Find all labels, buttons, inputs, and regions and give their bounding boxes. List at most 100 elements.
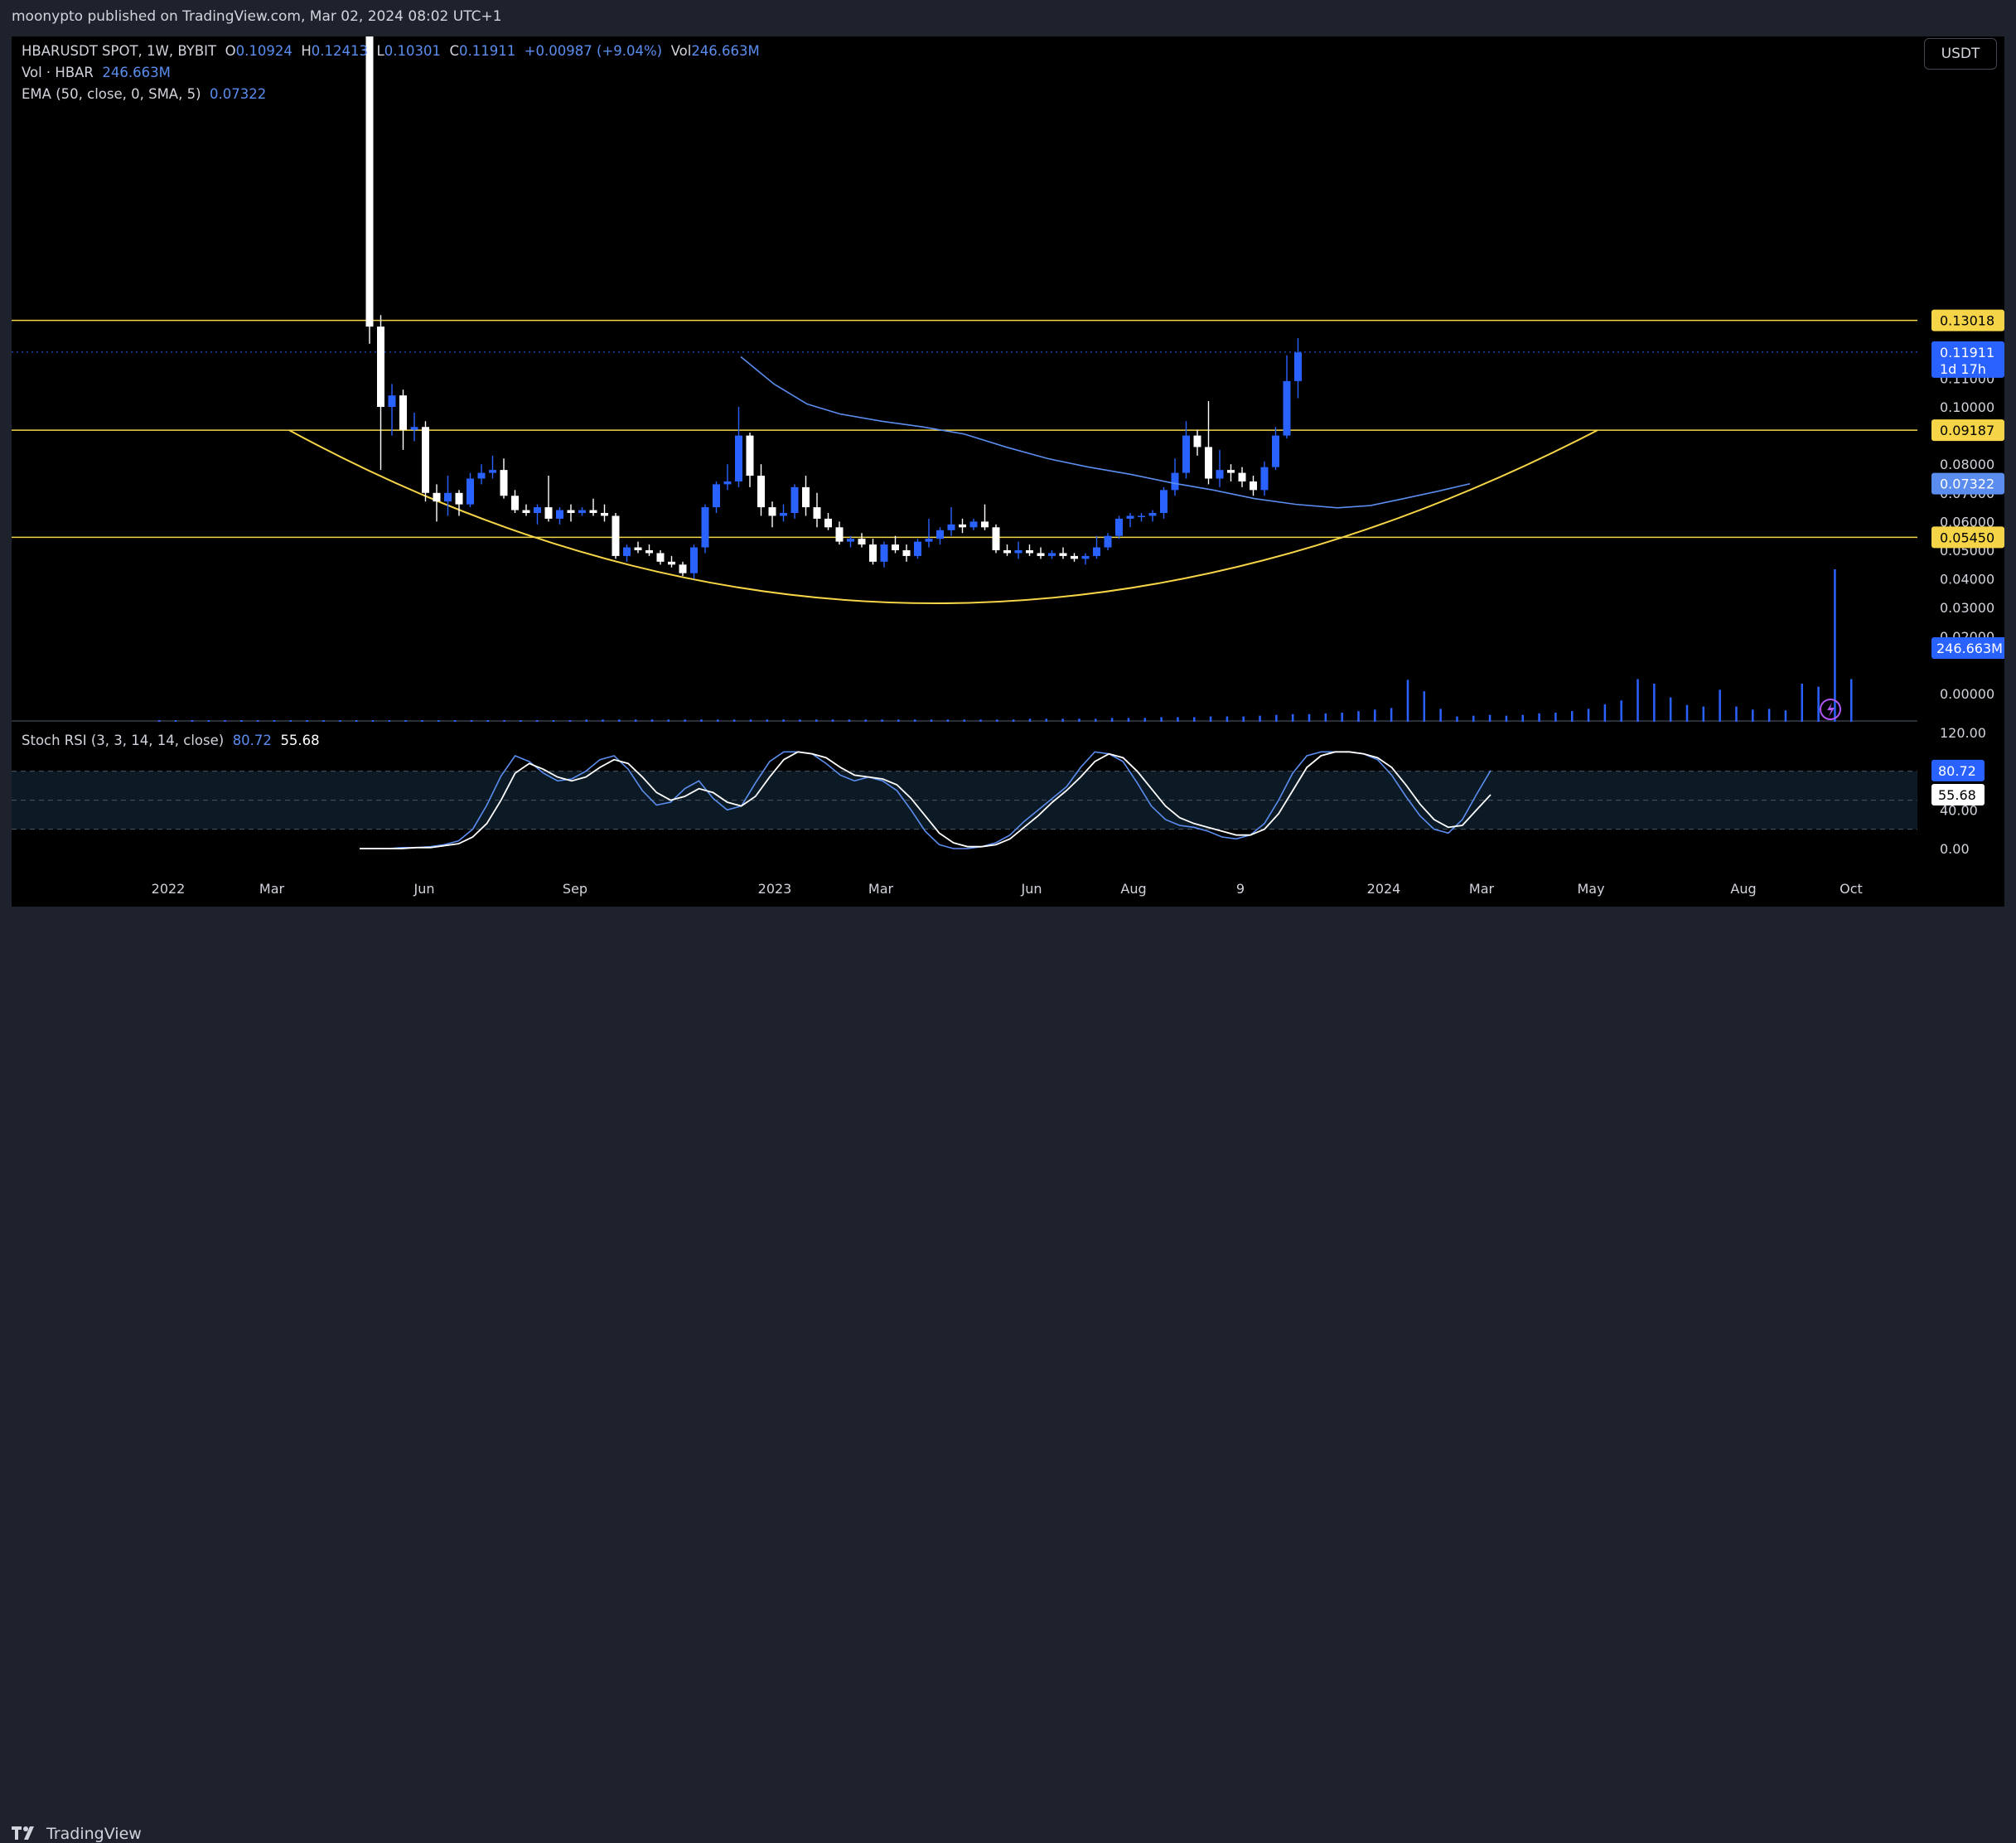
candle-body xyxy=(612,515,620,556)
candle-body xyxy=(1272,435,1279,467)
footer: TradingView xyxy=(0,907,2016,1843)
ema-line xyxy=(740,356,1471,509)
volume-bar xyxy=(618,719,621,722)
time-axis-label-6: Jun xyxy=(1021,881,1042,897)
candle-body xyxy=(645,550,653,554)
volume-bar xyxy=(602,719,604,722)
candle-body xyxy=(1093,547,1100,556)
candle-body xyxy=(399,395,407,430)
candle-body xyxy=(1182,435,1190,473)
time-axis-label-5: Mar xyxy=(868,881,894,897)
volume-bar xyxy=(1160,717,1163,722)
volume-bar xyxy=(913,719,916,722)
volume-bar xyxy=(207,720,210,722)
candle-body xyxy=(925,539,933,542)
volume-bar xyxy=(963,719,965,722)
volume-bar xyxy=(174,720,177,722)
volume-bar xyxy=(1259,715,1261,722)
stoch-axis-label-1: 40.00 xyxy=(1940,802,1978,818)
volume-bar xyxy=(1603,704,1607,722)
volume-bar xyxy=(1209,716,1212,722)
price-badge-sub-1: 1d 17h xyxy=(1940,361,1986,377)
candle-body xyxy=(880,544,888,562)
volume-bar xyxy=(1521,714,1524,722)
time-axis-label-8: 9 xyxy=(1236,881,1245,897)
rounding-bottom-curve xyxy=(288,429,1598,605)
volume-bar xyxy=(700,719,703,722)
candle-body xyxy=(444,492,452,502)
price-axis-label-1: 0.10000 xyxy=(1940,399,1994,415)
alert-icon xyxy=(1820,699,1841,720)
candle-body xyxy=(802,486,810,508)
volume-bar xyxy=(371,720,375,722)
volume-bar xyxy=(979,719,982,722)
price-badge-2 xyxy=(1931,419,2004,442)
time-axis-label-11: May xyxy=(1577,881,1604,897)
volume-bar xyxy=(1028,718,1032,722)
candle-body xyxy=(892,544,899,550)
chart-area[interactable]: 0.110000.100000.080000.070000.060000.050… xyxy=(12,0,2009,907)
volume-bar xyxy=(1177,717,1179,722)
time-axis-label-4: 2023 xyxy=(758,881,792,897)
volume-bar xyxy=(1554,712,1557,722)
volume-bar xyxy=(1636,679,1639,722)
price-badge-4 xyxy=(1931,526,2004,549)
candle-body xyxy=(768,507,776,516)
price-badge-label-0: 0.13018 xyxy=(1940,313,1994,329)
stoch-d-value: 55.68 xyxy=(280,733,320,748)
stoch-k-badge xyxy=(1931,759,1985,781)
volume-bar xyxy=(355,720,358,722)
stoch-axis-label-2: 0.00 xyxy=(1940,841,1970,857)
volume-bar xyxy=(1801,684,1804,722)
candle-body xyxy=(489,470,496,473)
volume-badge-label: 246.663M xyxy=(1936,641,2003,656)
candle-body xyxy=(500,470,508,496)
volume-bar xyxy=(1587,709,1590,722)
volume-bar xyxy=(388,720,391,722)
candle-body xyxy=(835,527,844,542)
candle-body xyxy=(1014,550,1023,554)
candle-body xyxy=(1193,435,1201,447)
legend-row-ema: EMA (50, close, 0, SMA, 5) 0.07322 xyxy=(22,86,266,102)
volume-bar xyxy=(897,719,900,722)
vol-value: 246.663M xyxy=(691,43,760,59)
candle-body xyxy=(690,547,698,573)
ema-group xyxy=(740,356,1471,509)
candle-body xyxy=(556,510,563,519)
volume-bar xyxy=(881,719,883,722)
candle-body xyxy=(947,524,955,530)
volume-bar xyxy=(1374,709,1376,722)
volume-bar xyxy=(256,720,259,722)
volume-bar xyxy=(240,720,243,722)
low-label: L xyxy=(376,43,384,59)
candle-body xyxy=(914,541,921,556)
volume-bar xyxy=(1472,715,1475,722)
currency-button[interactable]: USDT xyxy=(1924,38,1997,70)
volume-bar xyxy=(1767,709,1771,722)
time-axis-label-3: Sep xyxy=(563,881,587,897)
brand[interactable]: TradingView xyxy=(12,1825,142,1843)
volume-bar xyxy=(766,719,769,722)
volume-label: Vol · HBAR xyxy=(22,65,94,80)
candle-body xyxy=(1283,380,1291,436)
volume-bar xyxy=(799,719,801,722)
volume-bar xyxy=(1685,704,1689,722)
stoch-d-badge xyxy=(1931,784,1985,806)
low-value: 0.10301 xyxy=(384,43,441,59)
candle-body xyxy=(634,547,642,550)
volume-bar xyxy=(1620,700,1622,722)
volume-bar xyxy=(1538,713,1540,722)
candle-body xyxy=(567,510,575,514)
volume-bar xyxy=(191,720,194,722)
ema-label: EMA (50, close, 0, SMA, 5) xyxy=(22,86,201,102)
volume-bar xyxy=(1078,718,1081,722)
candle-body xyxy=(477,472,486,479)
candle-body xyxy=(735,435,742,481)
ema-value: 0.07322 xyxy=(210,86,267,102)
candle-body xyxy=(902,550,911,556)
candle-body xyxy=(790,486,799,514)
price-chart-svg[interactable]: 0.110000.100000.080000.070000.060000.050… xyxy=(12,0,2009,907)
volume-bar xyxy=(749,719,752,722)
price-badge-label-4: 0.05450 xyxy=(1940,530,1994,545)
candle-body xyxy=(1126,515,1134,519)
